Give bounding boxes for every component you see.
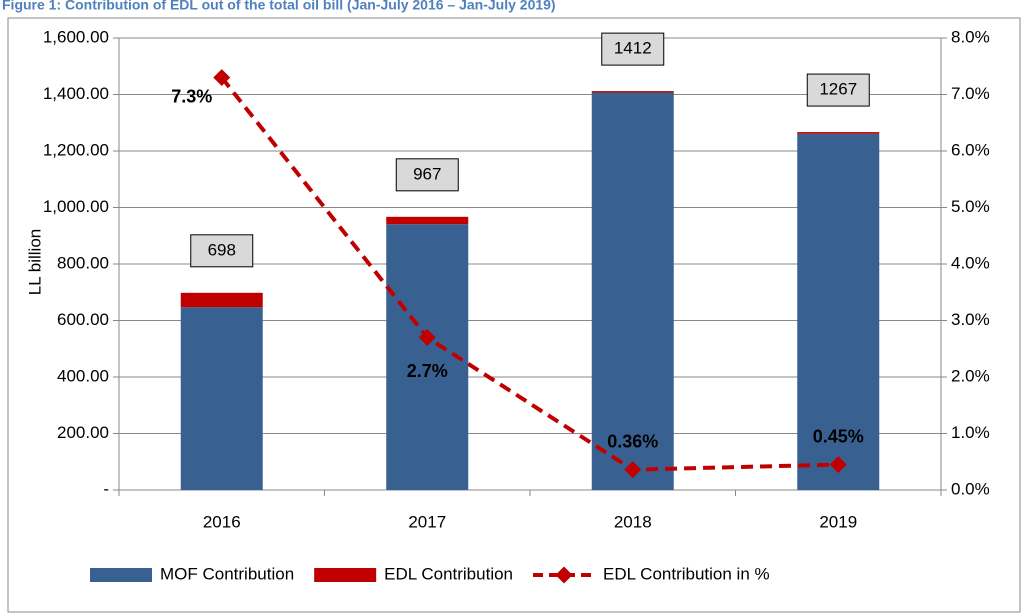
total-label: 967 [413, 164, 441, 183]
y2-tick-label: 2.0% [951, 366, 990, 385]
y2-tick-label: 3.0% [951, 310, 990, 329]
bar [180, 307, 263, 490]
data-label: 2.7% [407, 361, 448, 381]
x-tick-label: 2016 [203, 512, 241, 531]
total-label-box [806, 73, 870, 107]
x-tick-label: 2017 [408, 512, 446, 531]
legend-label: MOF Contribution [160, 564, 294, 583]
y-tick-label: 1,200.00 [43, 140, 109, 159]
line [220, 76, 839, 472]
data-label: 0.36% [607, 431, 658, 451]
chart-frame [7, 17, 1021, 613]
y-tick-label: 200.00 [57, 423, 109, 442]
y-tick-label: 1,000.00 [43, 197, 109, 216]
legend-label: EDL Contribution in % [603, 564, 770, 583]
x-tick-label: 2018 [614, 512, 652, 531]
y2-tick-label: 8.0% [951, 27, 990, 46]
y-tick-label: 400.00 [57, 366, 109, 385]
bar [591, 92, 674, 491]
y2-tick-label: 7.0% [951, 84, 990, 103]
line-marker [418, 328, 436, 346]
y2-tick-label: 5.0% [951, 197, 990, 216]
x-tick-label: 2019 [819, 512, 857, 531]
bar [797, 132, 880, 134]
y2-tick-label: 6.0% [951, 140, 990, 159]
bar [591, 91, 674, 93]
total-label-box [190, 234, 254, 268]
y-tick-label: 1,600.00 [43, 27, 109, 46]
legend-swatch [314, 568, 377, 582]
y-tick-label: 800.00 [57, 253, 109, 272]
line-marker [829, 456, 847, 474]
y-tick-label: - [103, 479, 109, 498]
total-label-box [395, 158, 459, 192]
line-marker [624, 461, 642, 479]
total-label: 1267 [819, 80, 857, 99]
y-tick-label: 1,400.00 [43, 84, 109, 103]
total-label: 1412 [614, 39, 652, 58]
legend-marker [555, 566, 573, 584]
bar [386, 216, 469, 225]
y-tick-label: 600.00 [57, 310, 109, 329]
line-marker [213, 69, 231, 87]
legend-label: EDL Contribution [384, 564, 513, 583]
y-axis-label: LL billion [25, 229, 44, 295]
chart-title: Figure 1: Contribution of EDL out of the… [2, 0, 556, 13]
y2-tick-label: 0.0% [951, 479, 990, 498]
y2-tick-label: 1.0% [951, 423, 990, 442]
bar [180, 292, 263, 308]
total-label-box [601, 32, 665, 66]
y2-tick-label: 4.0% [951, 253, 990, 272]
total-label: 698 [208, 240, 236, 259]
data-label: 0.45% [813, 426, 864, 446]
bar [797, 133, 880, 490]
data-label: 7.3% [171, 86, 212, 106]
legend-swatch [90, 568, 152, 582]
